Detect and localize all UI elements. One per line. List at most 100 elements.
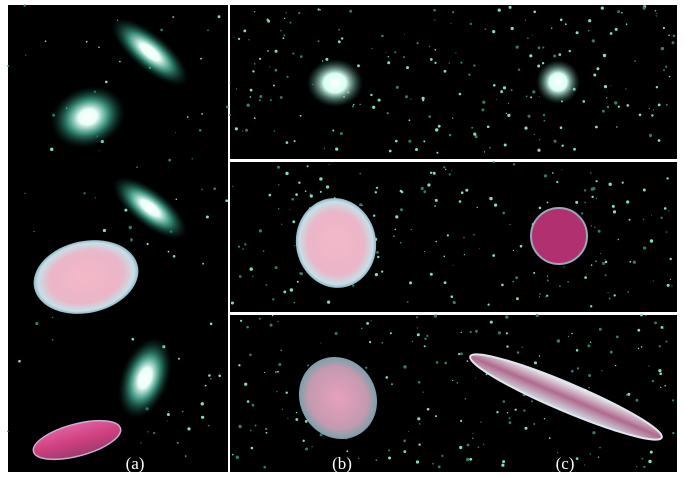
particle <box>654 10 657 12</box>
particle <box>448 62 450 64</box>
particle <box>259 57 262 60</box>
particle <box>501 283 504 287</box>
particle <box>663 207 667 210</box>
particle <box>508 417 511 420</box>
particle <box>655 15 657 17</box>
particle <box>174 132 176 133</box>
particle <box>651 114 654 117</box>
particle <box>405 95 408 99</box>
particle <box>625 23 628 26</box>
particle <box>668 34 670 37</box>
particle <box>608 182 612 186</box>
particle <box>281 223 283 225</box>
particle <box>472 432 474 434</box>
particle <box>648 133 653 138</box>
particle <box>525 95 528 98</box>
particle <box>558 53 562 56</box>
particle <box>51 316 54 319</box>
particle <box>252 70 255 73</box>
particle <box>561 169 563 171</box>
particle <box>426 407 430 411</box>
particle <box>575 457 579 460</box>
particle <box>545 296 547 298</box>
particle <box>649 239 654 243</box>
particle <box>625 88 627 90</box>
particle <box>424 337 427 340</box>
particle <box>359 103 361 105</box>
particle <box>595 180 598 183</box>
particle <box>289 21 292 24</box>
particle <box>466 443 470 447</box>
particle <box>571 369 574 373</box>
particle <box>600 6 604 10</box>
particle <box>304 190 307 192</box>
particle <box>533 10 536 14</box>
particle <box>387 56 389 58</box>
particle <box>484 28 487 31</box>
particle <box>559 18 563 22</box>
particle <box>473 132 477 136</box>
particle <box>460 352 463 356</box>
particle <box>585 273 587 275</box>
particle <box>298 181 301 184</box>
particle <box>94 197 96 199</box>
particle <box>258 99 261 102</box>
particle <box>529 54 533 58</box>
particle <box>319 190 322 193</box>
particle <box>553 54 557 58</box>
particle <box>285 171 289 176</box>
particle <box>232 185 234 187</box>
particle <box>372 105 376 109</box>
particle <box>517 68 521 71</box>
particle <box>234 127 238 131</box>
particle <box>445 168 447 171</box>
particle <box>395 85 399 89</box>
particle <box>435 240 438 243</box>
particle <box>527 114 531 118</box>
particle <box>448 173 451 176</box>
particle <box>538 96 540 98</box>
particle <box>559 126 563 129</box>
galaxy <box>111 18 189 86</box>
particle <box>600 252 602 254</box>
particle <box>381 270 384 273</box>
particle <box>634 60 636 62</box>
particle <box>597 456 600 458</box>
particle <box>406 301 409 303</box>
particle <box>580 212 584 215</box>
particle <box>421 96 425 100</box>
particle <box>506 345 509 348</box>
particle <box>277 370 279 373</box>
particle <box>496 411 499 414</box>
particle <box>450 22 452 24</box>
particle <box>514 408 517 411</box>
particle <box>393 235 395 237</box>
particle <box>319 433 323 437</box>
particle <box>291 197 294 201</box>
particle <box>274 68 278 72</box>
particle <box>306 165 309 168</box>
particle <box>328 163 330 165</box>
particle <box>416 333 420 337</box>
particle <box>240 319 243 322</box>
particle <box>281 408 284 410</box>
particle <box>626 104 630 107</box>
particle <box>642 218 645 221</box>
particle <box>617 105 621 108</box>
particle <box>416 316 419 319</box>
panel-a-bg <box>8 5 228 472</box>
particle <box>502 400 506 403</box>
particle <box>672 431 675 435</box>
particle <box>606 97 608 99</box>
particle <box>656 12 658 15</box>
particle <box>652 109 655 111</box>
particle <box>614 364 617 367</box>
particle <box>435 415 437 418</box>
particle <box>487 303 490 306</box>
particle <box>510 89 513 92</box>
particle <box>576 367 580 370</box>
particle <box>524 126 528 130</box>
particle <box>25 54 27 56</box>
particle <box>649 450 653 454</box>
